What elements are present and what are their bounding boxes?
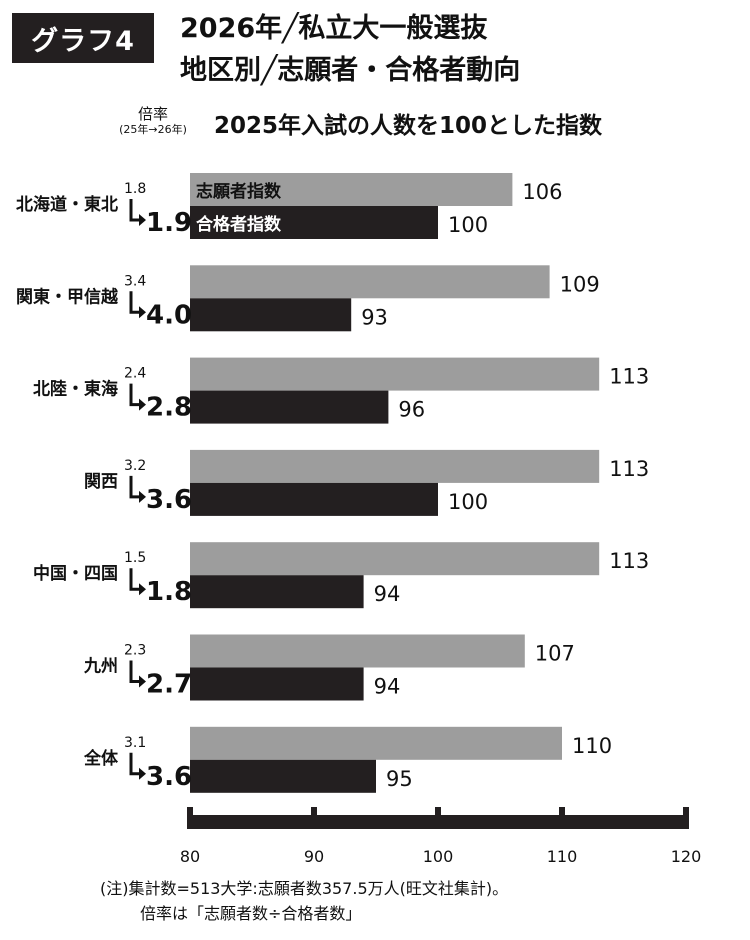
data-label-passer: 100	[448, 490, 488, 514]
ratio-2025-label: 3.4	[124, 273, 146, 289]
bar-applicant-index	[190, 449, 600, 483]
x-axis-tick-label: 90	[304, 847, 324, 866]
x-axis-tick	[435, 807, 441, 829]
ratio-arrow-head-icon	[139, 306, 146, 319]
chart-title-line-2: 地区別╱志願者・合格者動向	[180, 55, 521, 86]
category-label: 北海道・東北	[16, 194, 118, 215]
legend-applicant-index: 志願者指数	[196, 181, 282, 202]
ratio-arrow-icon	[129, 475, 141, 499]
category-label: 全体	[83, 748, 119, 769]
data-label-applicant: 110	[572, 734, 612, 758]
x-axis-tick	[683, 807, 689, 829]
ratio-2025-label: 3.2	[124, 458, 146, 474]
bar-applicant-index	[190, 357, 600, 391]
bar-passer-index	[190, 298, 352, 332]
category-label: 関西	[84, 472, 118, 492]
ratio-2026-label: 2.7	[146, 670, 192, 700]
bar-applicant-index	[190, 726, 562, 760]
ratio-header-years: (25年→26年)	[119, 123, 187, 136]
category-label: 九州	[83, 657, 118, 677]
ratio-arrow-icon	[129, 752, 141, 776]
data-label-applicant: 107	[535, 642, 575, 666]
bar-passer-index	[190, 482, 438, 516]
data-label-passer: 93	[361, 305, 388, 329]
x-axis-tick-label: 80	[180, 847, 200, 866]
ratio-arrow-icon	[129, 199, 141, 222]
ratio-2026-label: 1.8	[146, 577, 192, 607]
ratio-2026-label: 3.6	[146, 762, 192, 792]
data-label-applicant: 106	[522, 180, 562, 204]
legend-passer-index: 合格者指数	[196, 214, 282, 235]
data-label-passer: 100	[448, 213, 488, 237]
bar-passer-index	[190, 575, 364, 609]
ratio-2025-label: 3.1	[124, 735, 146, 751]
ratio-arrow-head-icon	[139, 583, 146, 596]
x-axis-tick-label: 120	[671, 847, 702, 866]
chart-title: 2026年╱私立大一般選抜 地区別╱志願者・合格者動向	[180, 8, 520, 92]
data-label-applicant: 113	[609, 549, 649, 573]
bar-passer-index	[190, 667, 364, 701]
footnote-line-2: 倍率は「志願者数÷合格者数」	[140, 904, 362, 923]
data-label-applicant: 113	[609, 365, 649, 389]
data-label-passer: 94	[374, 675, 401, 699]
ratio-arrow-icon	[129, 660, 141, 683]
category-label: 中国・四国	[33, 563, 118, 584]
x-axis-tick-label: 110	[547, 847, 578, 866]
ratio-2026-label: 3.6	[146, 485, 192, 515]
data-label-applicant: 113	[609, 457, 649, 481]
ratio-2025-label: 2.3	[124, 643, 146, 659]
bar-passer-index	[190, 206, 438, 239]
ratio-arrow-icon	[129, 568, 141, 591]
graph-number-badge: グラフ4	[12, 13, 154, 63]
chart-title-line-1: 2026年╱私立大一般選抜	[180, 13, 488, 44]
category-label: 関東・甲信越	[16, 286, 119, 307]
ratio-arrow-icon	[129, 383, 141, 407]
ratio-column-header: 倍率 (25年→26年)	[108, 106, 198, 138]
x-axis-tick	[311, 807, 317, 829]
bar-passer-index	[190, 759, 376, 793]
x-axis-tick	[187, 807, 193, 829]
footnote-line-1: (注)集計数=513大学:志願者数357.5万人(旺文社集計)。	[100, 879, 509, 898]
data-label-passer: 96	[398, 398, 425, 422]
ratio-arrow-head-icon	[139, 675, 146, 688]
ratio-arrow-icon	[129, 291, 141, 314]
chart-subtitle: 2025年入試の人数を100とした指数	[214, 113, 603, 139]
data-label-passer: 94	[374, 582, 401, 606]
category-label: 北陸・東海	[33, 379, 118, 400]
ratio-2026-label: 1.9	[146, 208, 192, 238]
ratio-2025-label: 2.4	[124, 366, 146, 382]
ratio-header-label: 倍率	[137, 105, 168, 123]
bar-passer-index	[190, 390, 389, 424]
ratio-arrow-head-icon	[139, 214, 146, 226]
bar-applicant-index	[190, 173, 513, 206]
ratio-2026-label: 4.0	[146, 300, 192, 330]
data-label-passer: 95	[386, 767, 413, 791]
ratio-2025-label: 1.5	[124, 550, 146, 566]
ratio-2025-label: 1.8	[124, 181, 146, 197]
bar-applicant-index	[190, 634, 525, 668]
x-axis-tick-label: 100	[423, 847, 454, 866]
bar-applicant-index	[190, 265, 550, 299]
ratio-arrow-head-icon	[139, 767, 146, 780]
ratio-arrow-head-icon	[139, 398, 146, 411]
ratio-2026-label: 2.8	[146, 393, 192, 423]
bar-applicant-index	[190, 542, 600, 576]
x-axis-tick	[559, 807, 565, 829]
ratio-arrow-head-icon	[139, 490, 146, 503]
footnote: (注)集計数=513大学:志願者数357.5万人(旺文社集計)。 倍率は「志願者…	[100, 876, 508, 926]
data-label-applicant: 109	[560, 272, 600, 296]
